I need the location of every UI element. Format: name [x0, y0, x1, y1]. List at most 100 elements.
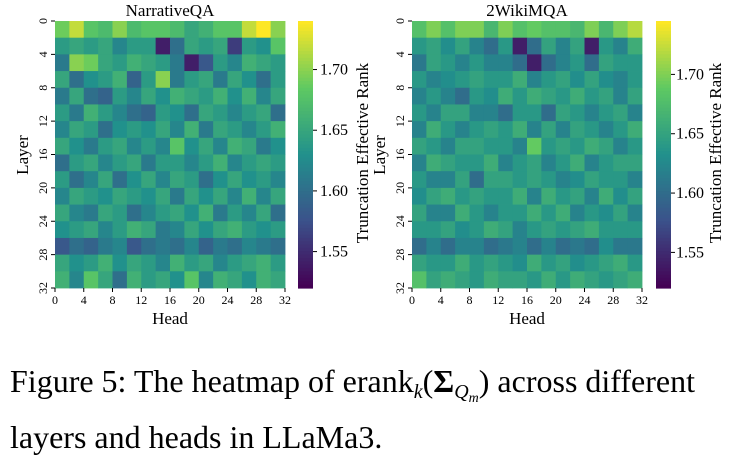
colorbar-segment — [298, 61, 313, 65]
heatmap-cell — [455, 171, 470, 189]
heatmap-cell — [541, 54, 557, 72]
heatmap-cell — [112, 221, 128, 239]
colorbar-segment — [656, 151, 671, 156]
colorbar-segment — [656, 137, 671, 142]
heatmap-cell — [570, 204, 585, 222]
heatmap-cell — [227, 121, 243, 139]
heatmap-cell — [141, 121, 157, 139]
heatmap-cell — [598, 37, 614, 55]
heatmap-cell — [141, 104, 157, 122]
heatmap-cell — [256, 204, 272, 222]
caption-subscript-k: k — [413, 381, 423, 403]
heatmap-cell — [555, 237, 571, 256]
heatmap-cell — [256, 121, 272, 139]
heatmap-cell — [412, 171, 427, 189]
colorbar-segment — [298, 114, 313, 119]
heatmap-cell — [55, 37, 70, 55]
heatmap-cell — [627, 104, 643, 122]
colorbar-segment — [298, 147, 313, 152]
caption-prefix: Figure 5: The heatmap of erank — [10, 363, 414, 399]
y-axis-label-narrativeqa: Layer — [13, 135, 32, 175]
heatmap-cell — [483, 37, 499, 55]
heatmap-cell — [541, 87, 557, 105]
caption-suffix: across different — [489, 363, 695, 399]
heatmap-cell — [141, 221, 157, 239]
colorbar-segment — [298, 197, 313, 202]
heatmap-cell — [126, 237, 142, 256]
heatmap-cell — [112, 204, 128, 222]
chart-title-2wikimqa: 2WikiMQA — [486, 1, 568, 20]
heatmap-cell — [555, 21, 571, 39]
colorbar-segment — [656, 281, 671, 286]
heatmap-cell — [584, 221, 600, 239]
colorbar-segment — [656, 54, 671, 59]
heatmap-cell — [469, 154, 485, 172]
heatmap-cell — [69, 204, 85, 222]
heatmap-cell — [69, 237, 85, 256]
colorbar-segment — [298, 227, 313, 232]
heatmap-cell — [170, 21, 185, 39]
heatmap-cell — [213, 104, 228, 122]
heatmap-narrativeqa — [55, 21, 286, 289]
colorbar-segment — [656, 214, 671, 219]
colorbar-segment — [656, 204, 671, 209]
heatmap-cell — [126, 254, 142, 272]
heatmap-cell — [426, 187, 442, 205]
heatmap-cell — [498, 137, 514, 155]
heatmap-cell — [270, 37, 286, 55]
heatmap-cell — [555, 204, 571, 222]
colorbar-segment — [656, 247, 671, 252]
heatmap-cell — [512, 204, 528, 222]
heatmap-cell — [584, 104, 600, 122]
heatmap-cell — [126, 21, 142, 39]
colorbar-segment — [656, 64, 671, 69]
heatmap-cell — [483, 204, 499, 222]
heatmap-cell — [570, 271, 585, 289]
x-tick-label: 32 — [279, 293, 291, 307]
heatmap-cell — [241, 237, 257, 256]
heatmap-cell — [541, 221, 557, 239]
heatmap-cell — [584, 237, 600, 256]
heatmap-cell — [198, 271, 214, 289]
heatmap-cell — [126, 204, 142, 222]
colorbar-segment — [298, 201, 313, 206]
colorbar-segment — [298, 191, 313, 196]
heatmap-cell — [83, 254, 99, 272]
heatmap-cell — [455, 254, 470, 272]
colorbar-segment — [656, 161, 671, 166]
heatmap-cell — [198, 237, 214, 256]
heatmap-cell — [55, 204, 70, 222]
x-tick-label: 8 — [467, 293, 473, 307]
heatmap-cell — [83, 204, 99, 222]
heatmap-cell — [184, 104, 200, 122]
chart-title-narrativeqa: NarrativeQA — [126, 1, 215, 20]
heatmap-cell — [270, 137, 286, 155]
heatmap-cell — [270, 187, 286, 205]
heatmap-cell — [455, 187, 470, 205]
colorbar-segment — [656, 127, 671, 132]
colorbar-segment — [298, 284, 313, 289]
heatmap-cell — [270, 87, 286, 105]
heatmap-cell — [512, 21, 528, 39]
x-tick-label: 0 — [52, 293, 58, 307]
heatmap-cell — [241, 87, 257, 105]
heatmap-cell — [584, 204, 600, 222]
heatmap-cell — [227, 254, 243, 272]
heatmap-cell — [440, 171, 456, 189]
heatmap-cell — [270, 71, 286, 89]
heatmap-cell — [83, 271, 99, 289]
heatmap-cell — [598, 187, 614, 205]
heatmap-cell — [598, 237, 614, 256]
colorbar-segment — [656, 211, 671, 216]
heatmap-cell — [440, 37, 456, 55]
heatmap-cell — [270, 154, 286, 172]
heatmap-cell — [527, 254, 542, 272]
heatmap-cell — [69, 171, 85, 189]
colorbar-tick-label: 1.60 — [320, 183, 348, 200]
heatmap-cell — [498, 54, 514, 72]
x-tick-label: 28 — [607, 293, 619, 307]
heatmap-cell — [256, 21, 272, 39]
heatmap-cell — [112, 271, 128, 289]
colorbar-segment — [298, 151, 313, 156]
heatmap-cell — [184, 271, 200, 289]
